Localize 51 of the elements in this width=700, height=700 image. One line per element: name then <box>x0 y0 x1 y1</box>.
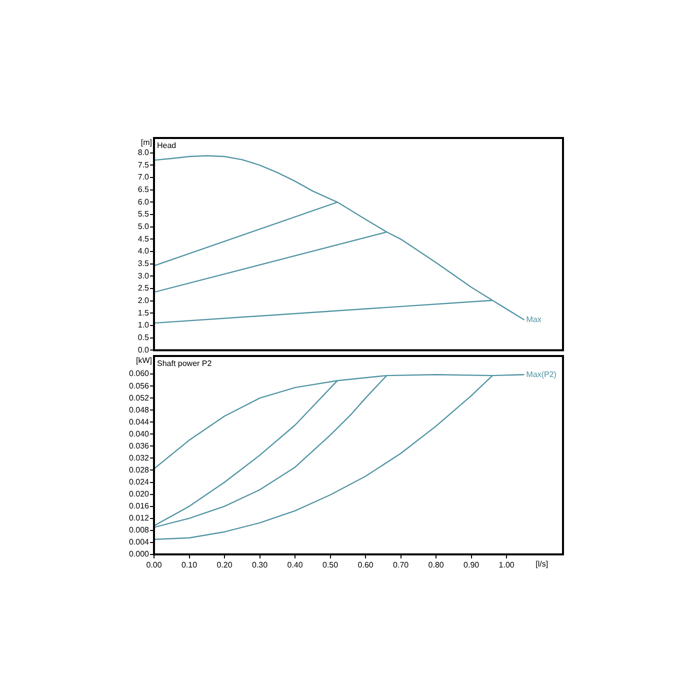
y-tick-label: 0.044 <box>128 417 150 426</box>
y-tick-label: 0.048 <box>128 405 150 414</box>
y-tick-label: 7.5 <box>138 160 150 170</box>
y-tick-label: 4.0 <box>138 246 150 256</box>
x-tick-label: 0.90 <box>464 560 480 570</box>
y-axis-title: [m] <box>140 138 152 148</box>
y-tick-label: 4.5 <box>138 234 150 244</box>
y-tick-label: 0.008 <box>128 526 150 535</box>
x-tick-label: 0.80 <box>428 560 444 570</box>
y-tick-label: 0.036 <box>128 441 150 450</box>
y-tick-label: 0.004 <box>128 538 150 547</box>
y-tick-label: 0.5 <box>138 333 150 342</box>
y-tick-label: 0.060 <box>128 369 150 378</box>
series-label: Max <box>526 315 542 324</box>
y-tick-label: 0.0 <box>138 345 150 354</box>
x-tick-label: 0.10 <box>181 560 198 570</box>
series-label: Max(P2) <box>526 370 557 379</box>
y-tick-label: 6.0 <box>138 197 150 206</box>
x-tick-label: 0.60 <box>358 560 374 570</box>
x-tick-label: 0.70 <box>393 560 410 570</box>
y-tick-label: 3.5 <box>138 259 150 268</box>
y-tick-label: 5.0 <box>138 222 150 232</box>
y-tick-label: 0.056 <box>128 381 150 390</box>
y-tick-label: 8.0 <box>138 148 150 158</box>
x-axis-title: [l/s] <box>536 560 548 569</box>
y-tick-label: 0.040 <box>128 429 150 438</box>
chart-title: Head <box>157 141 176 150</box>
x-tick-label: 0.30 <box>252 560 268 570</box>
y-tick-label: 0.024 <box>128 477 150 486</box>
y-tick-label: 1.5 <box>138 308 150 318</box>
x-tick-label: 0.40 <box>287 560 304 570</box>
x-tick-label: 0.20 <box>216 560 233 570</box>
y-axis-title: [kW] <box>136 356 152 366</box>
x-tick-label: 1.00 <box>498 560 515 570</box>
y-tick-label: 7.0 <box>138 172 150 182</box>
y-tick-label: 0.000 <box>128 550 150 559</box>
y-tick-label: 0.012 <box>128 514 150 523</box>
chart-title: Shaft power P2 <box>157 359 212 368</box>
y-tick-label: 0.016 <box>128 502 150 511</box>
y-tick-label: 1.0 <box>138 320 150 330</box>
y-tick-label: 0.020 <box>128 489 150 498</box>
x-tick-label: 0.00 <box>146 560 162 570</box>
y-tick-label: 5.5 <box>138 210 150 219</box>
y-tick-label: 0.052 <box>128 393 150 402</box>
y-tick-label: 3.0 <box>138 271 150 280</box>
y-tick-label: 2.5 <box>138 284 150 293</box>
x-tick-label: 0.50 <box>322 560 339 570</box>
y-tick-label: 0.032 <box>128 453 150 462</box>
y-tick-label: 6.5 <box>138 185 150 194</box>
y-tick-label: 0.028 <box>128 465 150 474</box>
y-tick-label: 2.0 <box>138 296 150 306</box>
